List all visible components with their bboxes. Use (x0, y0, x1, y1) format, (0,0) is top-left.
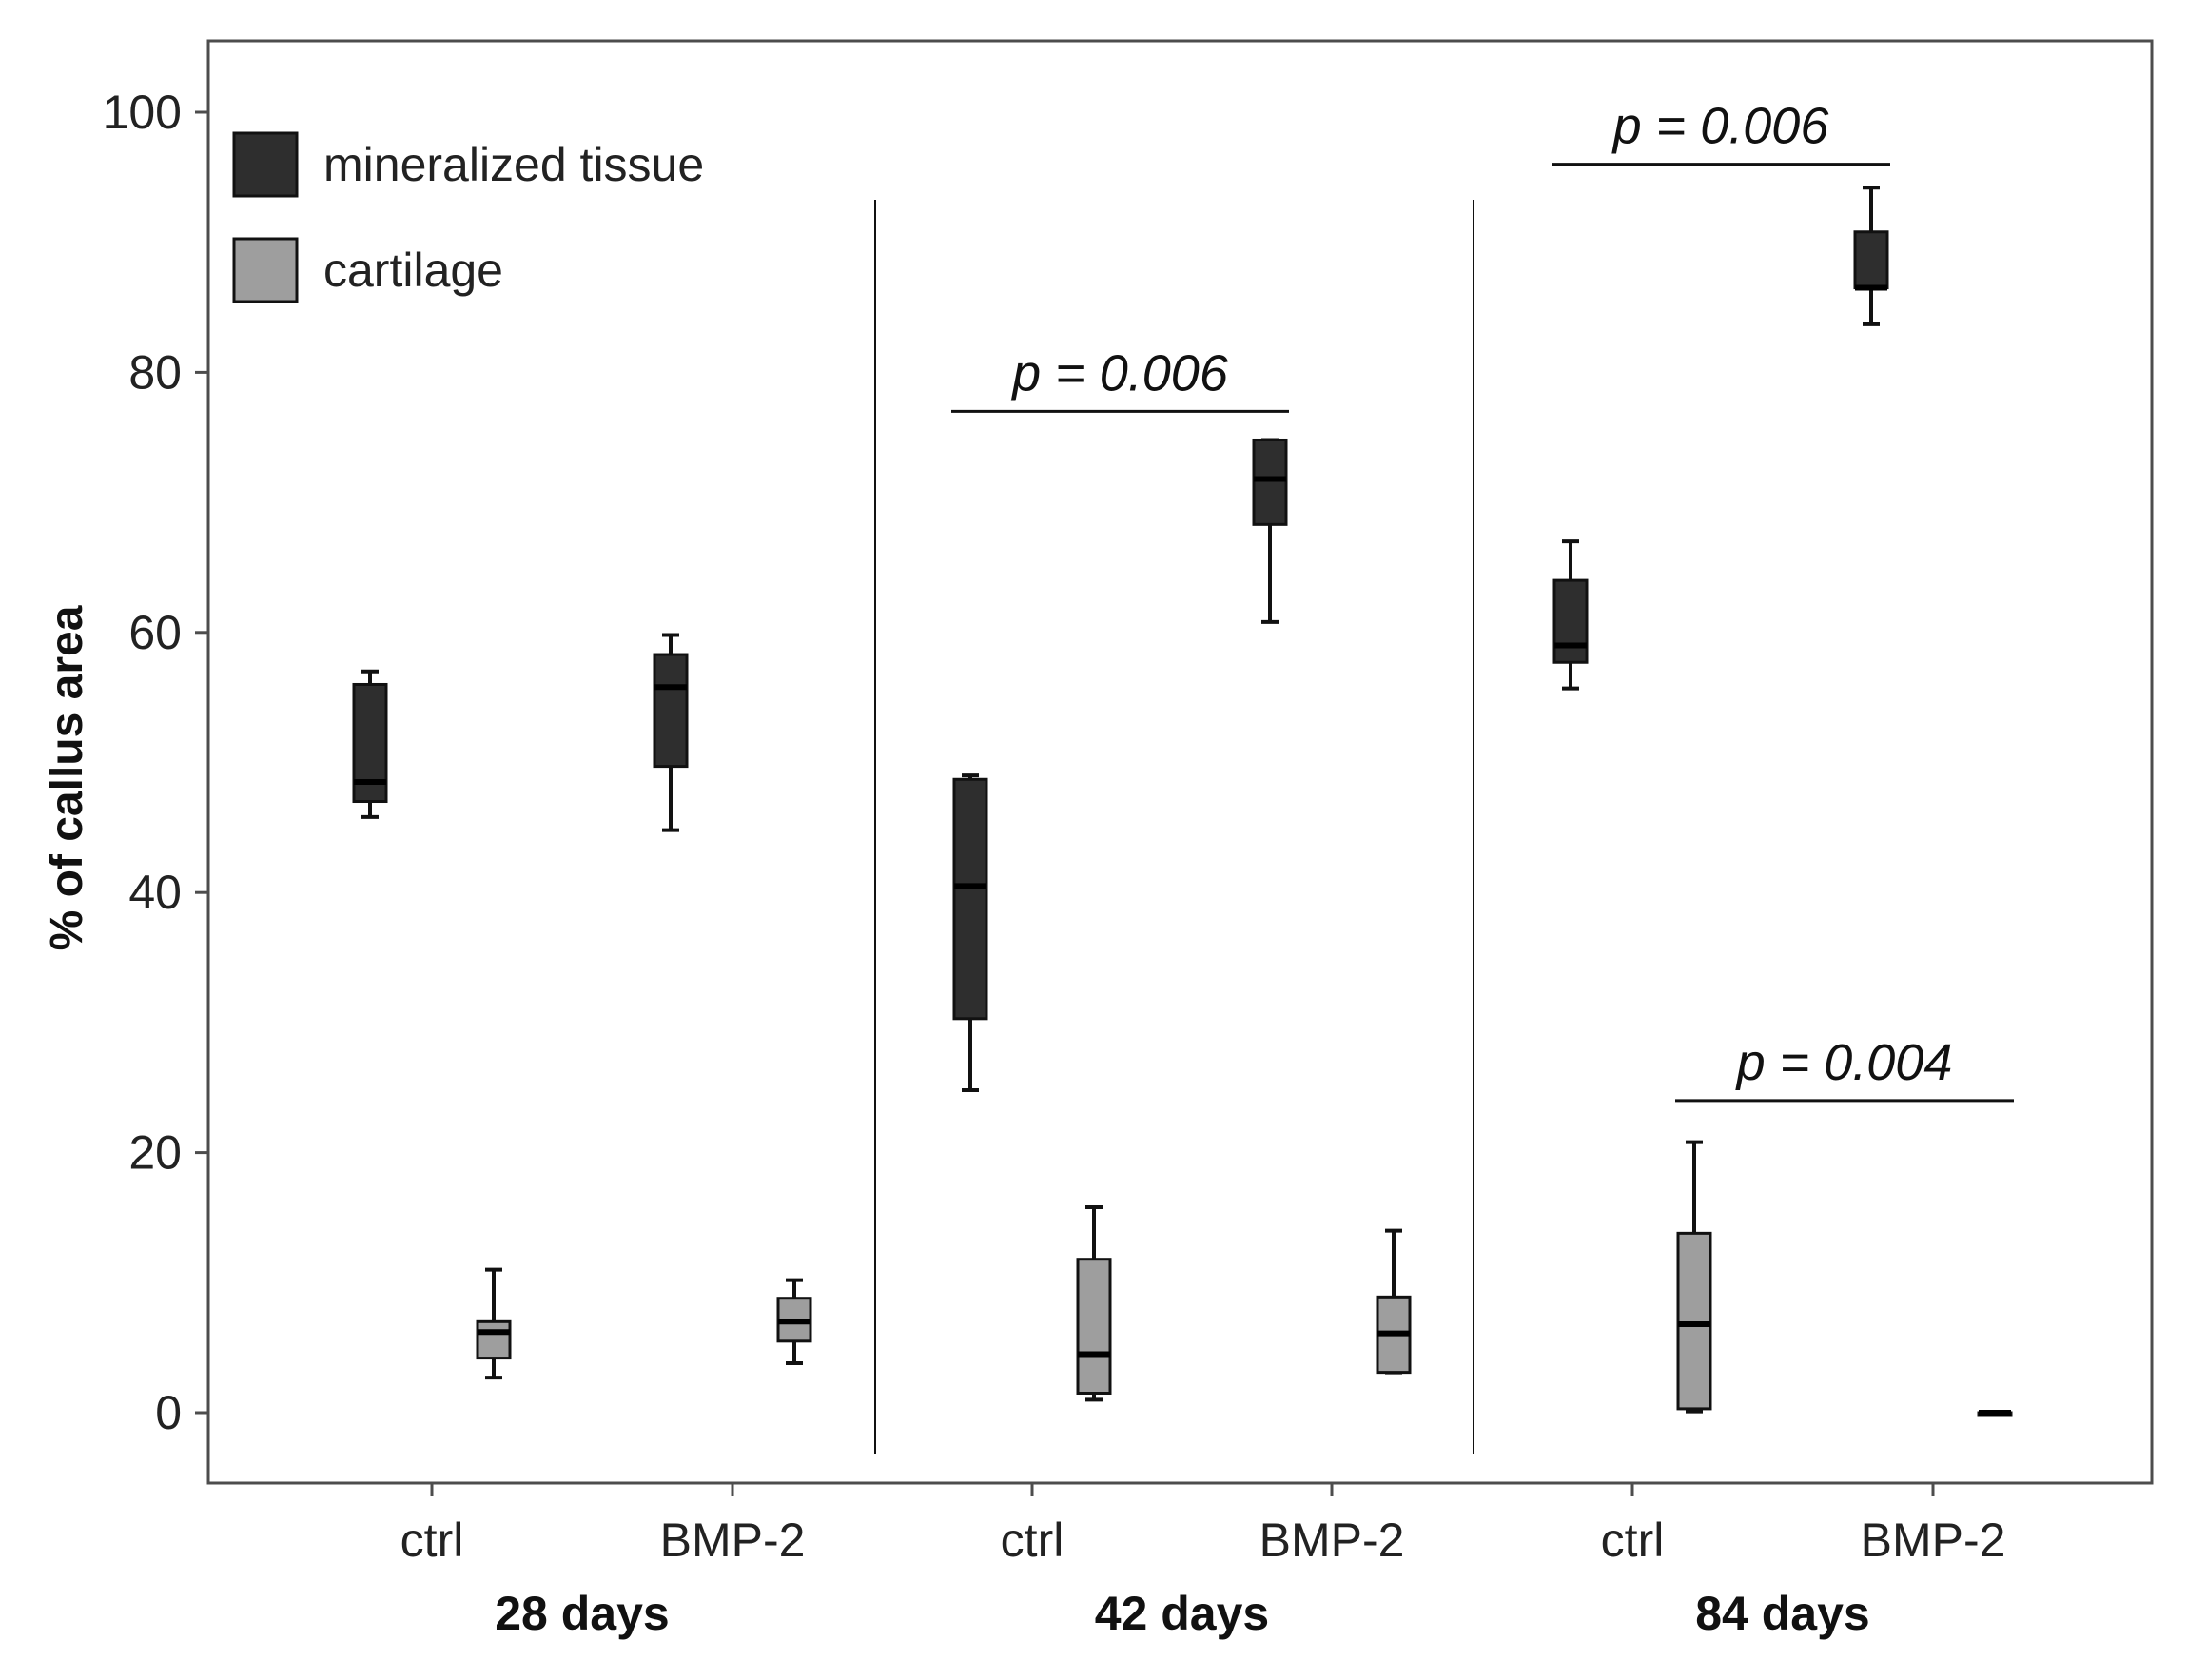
x-category-label: BMP-2 (660, 1514, 806, 1567)
x-category-label: BMP-2 (1259, 1514, 1405, 1567)
p-value-label: p = 0.004 (1735, 1034, 1953, 1091)
box-84-days-bmp-2 (1853, 186, 1889, 326)
y-tick-label: 60 (128, 606, 182, 659)
y-tick-label: 80 (128, 345, 182, 399)
x-group-label: 42 days (1095, 1587, 1269, 1640)
y-tick-label: 40 (128, 866, 182, 919)
box-iqr (476, 1319, 512, 1360)
box-iqr (1252, 438, 1288, 526)
legend-swatch (232, 131, 299, 198)
box-series (352, 186, 2013, 1417)
significance-annotation: p = 0.004 (1675, 1034, 2014, 1103)
p-value-label: p = 0.006 (1010, 344, 1229, 401)
x-category-label: ctrl (400, 1514, 464, 1567)
series-cartilage (476, 1140, 2013, 1417)
x-axis: ctrl BMP-2 28 days ctrl BMP-2 42 days ctrl BMP-… (400, 1483, 2006, 1640)
y-tick-label: 20 (128, 1126, 182, 1180)
legend-label: mineralized tissue (323, 138, 704, 191)
box-84-days-bmp-2 (1977, 1410, 2013, 1417)
legend-entry: mineralized tissue (232, 131, 704, 198)
x-category-label: ctrl (1001, 1514, 1064, 1567)
x-group-label: 84 days (1695, 1587, 1869, 1640)
significance-annotation: p = 0.006 (1552, 98, 1890, 166)
box-iqr (1076, 1258, 1112, 1395)
legend: mineralized tissue cartilage (232, 131, 704, 303)
x-category-label: BMP-2 (1861, 1514, 2006, 1567)
x-category-label: ctrl (1601, 1514, 1665, 1567)
group-separators (874, 200, 1474, 1454)
legend-swatch (232, 237, 299, 303)
box-28-days-bmp-2 (776, 1278, 812, 1366)
legend-entry: cartilage (232, 237, 503, 303)
x-group-label: 28 days (495, 1587, 669, 1640)
box-28-days-bmp-2 (653, 633, 689, 832)
box-42-days-ctrl (1076, 1205, 1112, 1402)
p-value-label: p = 0.006 (1611, 98, 1830, 155)
box-84-days-ctrl (1676, 1140, 1712, 1414)
y-axis-title: % of callus area (42, 605, 92, 950)
significance-annotations: p = 0.006 p = 0.006 p = 0.004 (951, 98, 2014, 1103)
box-42-days-bmp-2 (1376, 1228, 1412, 1375)
box-42-days-bmp-2 (1252, 438, 1288, 624)
box-iqr (1676, 1231, 1712, 1411)
box-28-days-ctrl (352, 669, 388, 819)
box-42-days-ctrl (952, 773, 988, 1092)
box-84-days-ctrl (1552, 539, 1589, 691)
y-tick-label: 100 (103, 86, 182, 139)
box-iqr (1853, 230, 1889, 290)
box-28-days-ctrl (476, 1267, 512, 1380)
significance-annotation: p = 0.006 (951, 344, 1289, 413)
box-iqr (1552, 578, 1589, 664)
y-tick-label: 0 (155, 1386, 182, 1439)
box-iqr (952, 777, 988, 1021)
plot-panel (206, 39, 2154, 1485)
series-mineralized-tissue (352, 186, 1889, 1092)
legend-label: cartilage (323, 244, 503, 297)
box-iqr (653, 653, 689, 769)
y-axis: 0 20 40 60 80 100 (103, 86, 208, 1439)
